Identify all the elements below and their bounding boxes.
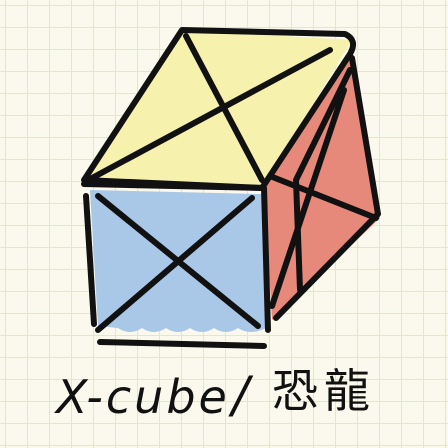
front-face-x-stroke-b	[95, 195, 255, 333]
side-face-x-stroke-b	[269, 87, 347, 309]
side-face-outline	[273, 55, 381, 321]
front-face-left-edge	[83, 193, 97, 327]
front-face-outline	[81, 181, 271, 333]
side-face-x-stroke-a	[267, 173, 379, 221]
caption-latin-text: X-cube	[56, 370, 230, 424]
caption-separator: /	[232, 366, 249, 424]
caption: X-cube / 恐龍	[0, 360, 448, 440]
side-face-fill	[264, 52, 380, 320]
front-face-bottom-edge	[97, 339, 267, 349]
top-face-x-stroke-b	[89, 47, 333, 181]
side-face-back-edge	[293, 67, 353, 293]
top-face-outline	[81, 27, 357, 191]
caption-cjk-text: 恐龍	[272, 364, 376, 418]
